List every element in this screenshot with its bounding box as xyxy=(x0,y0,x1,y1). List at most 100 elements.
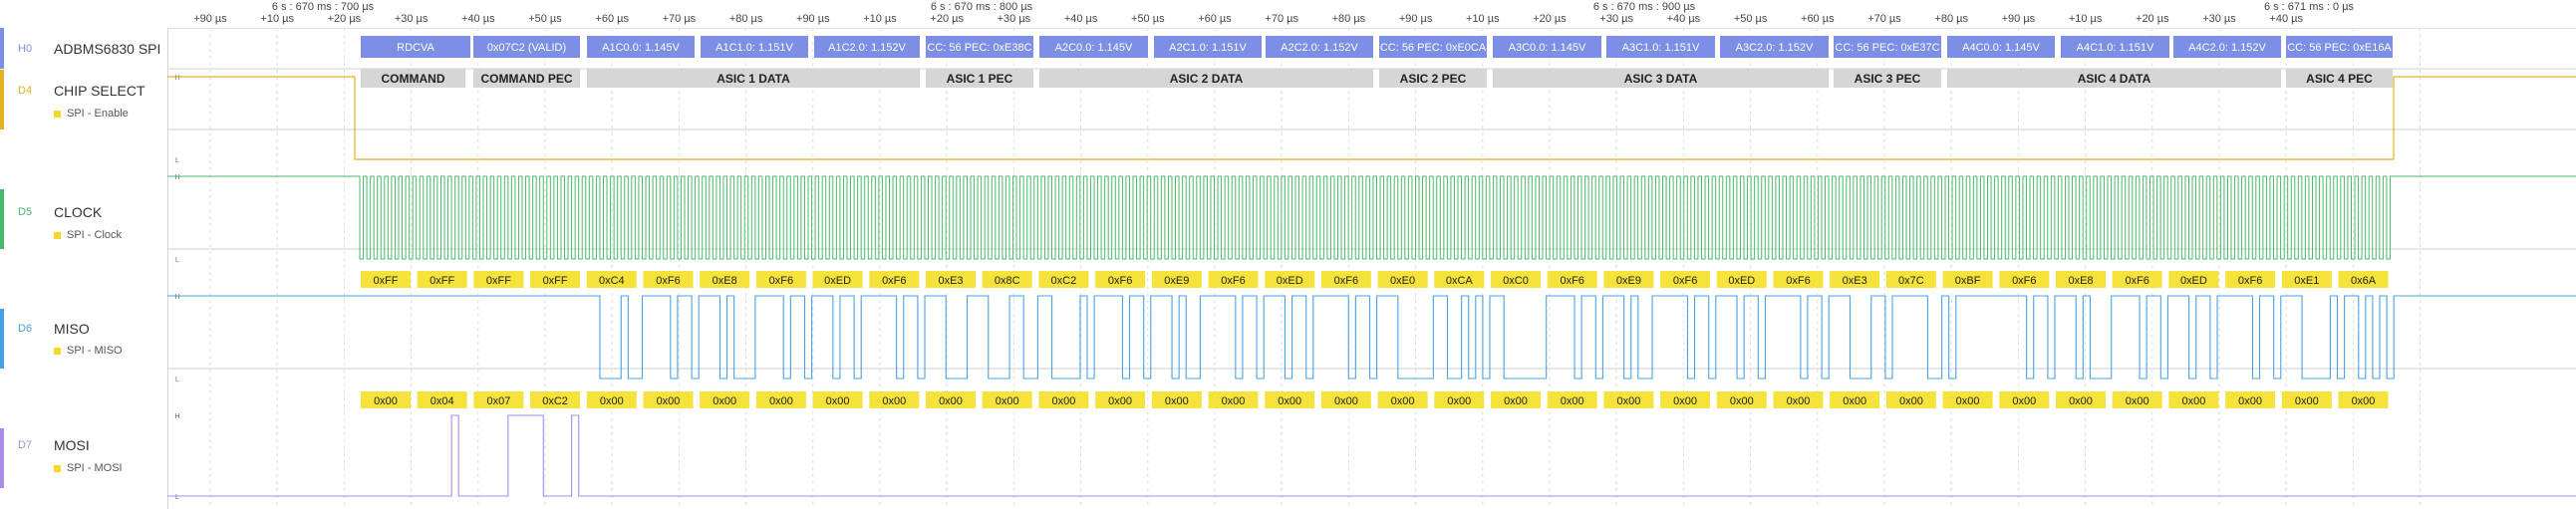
mosi-byte[interactable] xyxy=(812,391,863,408)
mosi-byte[interactable] xyxy=(982,391,1032,408)
miso-byte[interactable] xyxy=(586,271,637,288)
mosi-byte[interactable] xyxy=(1491,391,1541,408)
mosi-byte[interactable] xyxy=(473,391,524,408)
miso-byte[interactable] xyxy=(1377,271,1428,288)
mosi-byte[interactable] xyxy=(1999,391,2050,408)
miso-byte[interactable] xyxy=(700,271,750,288)
mosi-byte[interactable] xyxy=(1095,391,1146,408)
miso-byte[interactable] xyxy=(1547,271,1597,288)
mosi-byte[interactable] xyxy=(586,391,637,408)
miso-byte[interactable] xyxy=(473,271,524,288)
miso-byte[interactable] xyxy=(2281,271,2332,288)
spi-frame[interactable] xyxy=(1493,36,1601,58)
channel-spi-label[interactable]: H0 ADBMS6830 SPI xyxy=(0,28,167,69)
miso-byte[interactable] xyxy=(1491,271,1541,288)
spi-frame[interactable] xyxy=(1720,36,1829,58)
spi-frame[interactable] xyxy=(2061,36,2169,58)
spi-frame[interactable] xyxy=(587,36,695,58)
spi-frame[interactable] xyxy=(1379,36,1487,58)
miso-byte[interactable] xyxy=(1095,271,1146,288)
miso-byte[interactable] xyxy=(755,271,806,288)
miso-byte[interactable] xyxy=(926,271,976,288)
mosi-byte[interactable] xyxy=(1603,391,1654,408)
mosi-byte[interactable] xyxy=(417,391,467,408)
mosi-byte[interactable] xyxy=(1151,391,1202,408)
miso-byte[interactable] xyxy=(417,271,467,288)
miso-byte[interactable] xyxy=(1830,271,1880,288)
spi-frame[interactable] xyxy=(473,36,580,58)
mosi-byte[interactable] xyxy=(755,391,806,408)
channel-clock-label[interactable]: D5 CLOCK SPI - Clock xyxy=(0,189,167,249)
spi-frame[interactable] xyxy=(2173,36,2281,58)
waveform-canvas[interactable]: H L H L H L H L RDCVA 0x07C2 (VALID) A1C0.0: 1.145… xyxy=(167,28,2576,509)
mosi-byte[interactable] xyxy=(2056,391,2106,408)
spi-frame[interactable] xyxy=(1834,36,1941,58)
mosi-byte[interactable] xyxy=(2225,391,2276,408)
miso-byte[interactable] xyxy=(2168,271,2219,288)
channel-miso-label[interactable]: D6 MISO SPI - MISO xyxy=(0,309,167,369)
mosi-byte[interactable] xyxy=(361,391,411,408)
channel-mosi-label[interactable]: D7 MOSI SPI - MOSI xyxy=(0,428,167,488)
spi-frame[interactable] xyxy=(926,36,1033,58)
mosi-byte[interactable] xyxy=(1208,391,1259,408)
mosi-byte[interactable] xyxy=(1942,391,1993,408)
spi-frame[interactable] xyxy=(1266,36,1373,58)
spi-frame[interactable] xyxy=(1039,36,1148,58)
timeline-ruler[interactable]: +90 µs +10 µs +20 µs +30 µs +40 µs +50 µs +60 … xyxy=(0,0,2576,29)
spi-group[interactable] xyxy=(1493,69,1829,88)
mosi-byte[interactable] xyxy=(530,391,581,408)
spi-group[interactable] xyxy=(926,69,1033,88)
channel-chip-select-label[interactable]: D4 CHIP SELECT SPI - Enable xyxy=(0,70,167,129)
spi-frame[interactable] xyxy=(1606,36,1715,58)
mosi-byte[interactable] xyxy=(1547,391,1597,408)
miso-byte[interactable] xyxy=(1716,271,1767,288)
mosi-byte[interactable] xyxy=(926,391,976,408)
mosi-byte[interactable] xyxy=(869,391,920,408)
mosi-byte[interactable] xyxy=(1773,391,1824,408)
spi-frame[interactable] xyxy=(2286,36,2393,58)
miso-byte[interactable] xyxy=(1038,271,1089,288)
spi-group[interactable] xyxy=(2286,69,2393,88)
miso-byte[interactable] xyxy=(1942,271,1993,288)
mosi-byte[interactable] xyxy=(1320,391,1371,408)
miso-byte[interactable] xyxy=(869,271,920,288)
miso-byte[interactable] xyxy=(361,271,411,288)
miso-byte[interactable] xyxy=(2338,271,2389,288)
miso-byte[interactable] xyxy=(643,271,694,288)
spi-group[interactable] xyxy=(1947,69,2281,88)
spi-group[interactable] xyxy=(1834,69,1941,88)
spi-group[interactable] xyxy=(1379,69,1487,88)
miso-byte[interactable] xyxy=(2112,271,2162,288)
mosi-byte[interactable] xyxy=(1434,391,1485,408)
mosi-byte[interactable] xyxy=(1716,391,1767,408)
miso-byte[interactable] xyxy=(1320,271,1371,288)
mosi-byte[interactable] xyxy=(2338,391,2389,408)
mosi-byte[interactable] xyxy=(1038,391,1089,408)
miso-byte[interactable] xyxy=(1773,271,1824,288)
mosi-byte[interactable] xyxy=(1265,391,1315,408)
spi-frame[interactable] xyxy=(701,36,808,58)
spi-frame[interactable] xyxy=(361,36,470,58)
miso-byte[interactable] xyxy=(530,271,581,288)
miso-byte[interactable] xyxy=(1434,271,1485,288)
mosi-byte[interactable] xyxy=(1830,391,1880,408)
mosi-byte[interactable] xyxy=(2281,391,2332,408)
spi-group[interactable] xyxy=(587,69,920,88)
miso-byte[interactable] xyxy=(1265,271,1315,288)
mosi-byte[interactable] xyxy=(700,391,750,408)
mosi-byte[interactable] xyxy=(1885,391,1936,408)
mosi-byte[interactable] xyxy=(1377,391,1428,408)
spi-frame[interactable] xyxy=(814,36,920,58)
miso-byte[interactable] xyxy=(2225,271,2276,288)
spi-group[interactable] xyxy=(1039,69,1373,88)
spi-frame[interactable] xyxy=(1947,36,2055,58)
miso-byte[interactable] xyxy=(1208,271,1259,288)
miso-byte[interactable] xyxy=(812,271,863,288)
mosi-byte[interactable] xyxy=(1660,391,1711,408)
miso-byte[interactable] xyxy=(1999,271,2050,288)
miso-byte[interactable] xyxy=(1603,271,1654,288)
miso-byte[interactable] xyxy=(982,271,1032,288)
miso-byte[interactable] xyxy=(1885,271,1936,288)
spi-group[interactable] xyxy=(361,69,465,88)
miso-byte[interactable] xyxy=(1151,271,1202,288)
